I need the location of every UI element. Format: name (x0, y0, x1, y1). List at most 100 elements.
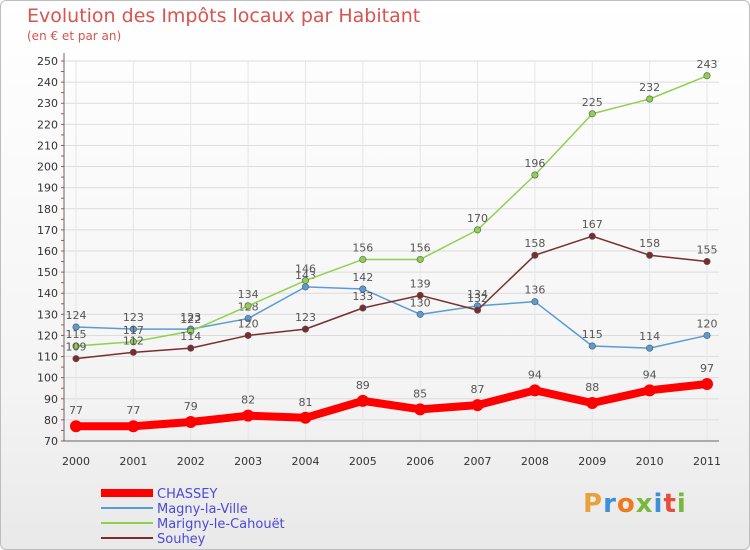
x-tick-label: 2011 (693, 455, 721, 468)
series-line (75, 75, 708, 347)
data-label: 120 (697, 317, 718, 330)
data-label: 112 (123, 334, 144, 347)
series-souhey: 109 112 114 120 123 133 139 132 158 167 158 155 (66, 218, 718, 363)
data-label: 170 (467, 212, 488, 225)
x-tick-label: 2002 (177, 455, 205, 468)
data-point (531, 251, 539, 259)
series-line (75, 286, 708, 349)
data-label: 134 (467, 288, 488, 301)
data-label: 123 (180, 311, 201, 324)
data-label: 155 (697, 244, 718, 257)
legend-label: CHASSEY (157, 487, 217, 502)
data-label: 139 (410, 277, 431, 290)
data-point (359, 304, 367, 312)
y-tick-label: 230 (37, 97, 58, 110)
legend-label: Marigny-le-Cahouët (157, 517, 285, 532)
data-label: 85 (413, 387, 427, 400)
data-point (588, 110, 596, 118)
data-label: 117 (123, 324, 144, 337)
data-point (646, 95, 654, 103)
proxiti-logo: Proxiti (583, 489, 687, 519)
data-point (416, 255, 424, 263)
data-label: 132 (467, 292, 488, 305)
data-point (129, 325, 137, 333)
data-point (646, 251, 654, 259)
data-label: 97 (700, 362, 714, 375)
data-point (129, 348, 137, 356)
data-label: 158 (639, 237, 660, 250)
data-label: 232 (639, 81, 660, 94)
data-label: 94 (528, 368, 542, 381)
series-line (75, 235, 708, 360)
data-point (588, 342, 596, 350)
data-point (70, 420, 82, 433)
data-point (474, 306, 482, 314)
y-tick-label: 220 (37, 118, 58, 131)
data-point (129, 338, 137, 346)
data-point (528, 384, 541, 397)
y-tick-label: 250 (37, 55, 58, 68)
data-point (531, 171, 539, 179)
data-label: 79 (184, 400, 198, 413)
data-label: 94 (643, 368, 657, 381)
y-tick-label: 210 (37, 139, 58, 152)
data-point (242, 409, 255, 422)
y-tick-label: 240 (37, 76, 58, 89)
data-label: 81 (298, 396, 312, 409)
data-point (474, 226, 482, 234)
y-tick-label: 190 (37, 182, 58, 195)
data-point (701, 378, 713, 390)
data-label: 109 (66, 341, 87, 354)
y-tick-label: 180 (37, 203, 58, 216)
y-tick-label: 170 (37, 224, 58, 237)
x-tick-label: 2000 (62, 455, 90, 468)
data-label: 156 (352, 241, 373, 254)
chart-subtitle: (en € et par an) (27, 29, 122, 43)
data-label: 77 (126, 404, 140, 417)
data-point (127, 420, 140, 433)
data-point (244, 331, 252, 339)
data-label: 114 (180, 330, 201, 343)
data-point (588, 232, 596, 240)
y-tick-label: 150 (37, 266, 58, 279)
x-tick-label: 2003 (234, 455, 262, 468)
data-point (471, 399, 484, 412)
data-label: 124 (66, 309, 87, 322)
data-label: 134 (238, 288, 259, 301)
data-label: 133 (352, 290, 373, 303)
data-point (586, 397, 599, 409)
data-label: 167 (582, 218, 603, 231)
data-point (187, 327, 195, 335)
y-tick-label: 70 (44, 435, 58, 448)
data-label: 130 (410, 296, 431, 309)
data-point (416, 310, 424, 318)
data-point (72, 342, 80, 350)
chart-title: Evolution des Impôts locaux par Habitant (27, 5, 421, 27)
data-label: 82 (241, 394, 255, 407)
data-label: 115 (582, 328, 603, 341)
data-label: 115 (66, 328, 87, 341)
series-chassey: 77 77 79 82 81 89 85 87 94 88 94 97 (69, 362, 714, 433)
y-tick-label: 90 (44, 393, 58, 406)
x-tick-label: 2004 (291, 455, 319, 468)
data-point (414, 403, 427, 416)
data-label: 146 (295, 263, 316, 276)
y-tick-label: 110 (37, 351, 58, 364)
data-point (703, 258, 711, 266)
data-point (359, 255, 367, 263)
data-label: 142 (352, 271, 373, 284)
data-point (301, 325, 309, 333)
x-tick-label: 2007 (464, 455, 492, 468)
legend-label: Magny-la-Ville (157, 502, 248, 517)
data-point (356, 394, 369, 407)
data-label: 123 (123, 311, 144, 324)
series-magny-la-ville: 124123123128143142130134136115114120 (66, 269, 718, 352)
data-point (416, 291, 424, 299)
data-label: 243 (697, 58, 718, 71)
x-tick-label: 2001 (119, 455, 147, 468)
data-label: 88 (585, 381, 599, 394)
data-point (187, 344, 195, 352)
data-point (703, 72, 711, 80)
